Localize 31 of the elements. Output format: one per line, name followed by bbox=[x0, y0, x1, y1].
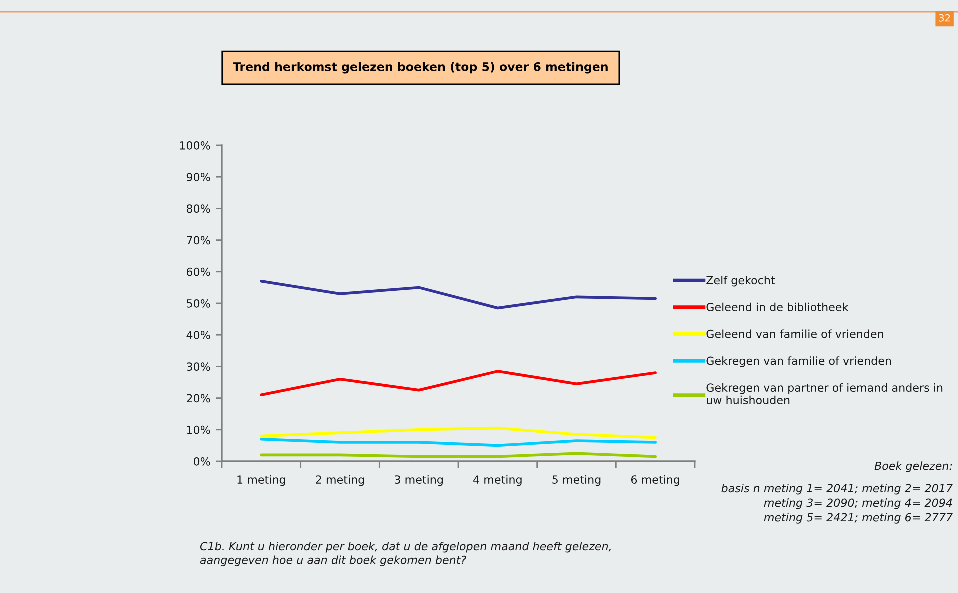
line-series bbox=[260, 370, 657, 397]
x-tick-label: 3 meting bbox=[395, 475, 443, 486]
y-tick-label: 40% bbox=[186, 331, 210, 340]
x-tick-label: 5 meting bbox=[552, 475, 601, 486]
x-tick-label: 2 meting bbox=[316, 475, 364, 486]
y-tick-label: 30% bbox=[187, 362, 210, 372]
text: basis n meting 1= 2041; meting 2= 2017 meting 3= 2090; meting 4= 2094 meting 5= 2421; meting 6= 2777 bbox=[722, 484, 953, 524]
line-series bbox=[260, 426, 657, 440]
legend-label: Gekregen van familie of vrienden bbox=[706, 356, 892, 368]
y-tick-label: 70% bbox=[187, 236, 210, 245]
text: 32 bbox=[939, 14, 950, 22]
y-tick-label: 20% bbox=[187, 394, 210, 403]
legend-label: Zelf gekocht bbox=[706, 276, 776, 287]
x-tick-label: 4 meting bbox=[474, 475, 522, 486]
y-tick-label: 50% bbox=[187, 299, 210, 308]
line-series bbox=[260, 280, 657, 310]
text: C1b. Kunt u hieronder per boek, dat u de afgelopen maand heeft gelezen, aangegeven hoe u aan dit boek gekomen bent? bbox=[200, 542, 611, 566]
chart-title: Trend herkomst gelezen boeken (top 5) over 6 metingen bbox=[233, 62, 608, 74]
legend-label: Gekregen van partner of iemand anders in uw huishouden bbox=[706, 383, 943, 404]
y-tick-label: 90% bbox=[186, 173, 210, 182]
y-tick-label: 60% bbox=[186, 268, 210, 276]
y-tick-label: 0% bbox=[194, 457, 210, 466]
y-tick-label: 10% bbox=[187, 426, 210, 434]
legend-label: Geleend van familie of vrienden bbox=[706, 330, 884, 338]
x-tick-label: 6 meting bbox=[631, 475, 680, 486]
line-series bbox=[260, 438, 657, 448]
text: Boek gelezen: bbox=[874, 462, 952, 472]
x-tick-label: 1 meting bbox=[238, 475, 286, 486]
y-tick-label: 100% bbox=[180, 141, 210, 150]
legend-label: Geleend in de bibliotheek bbox=[706, 302, 849, 312]
y-tick-label: 80% bbox=[186, 204, 210, 214]
